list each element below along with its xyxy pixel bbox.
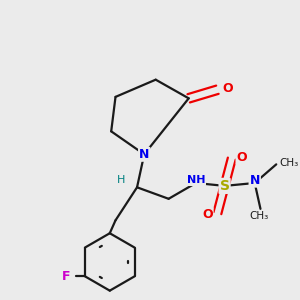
Text: CH₃: CH₃	[249, 211, 269, 221]
Text: O: O	[222, 82, 233, 95]
Text: O: O	[202, 208, 213, 221]
Text: CH₃: CH₃	[279, 158, 298, 168]
Text: O: O	[236, 151, 247, 164]
Text: H: H	[117, 175, 125, 185]
Text: S: S	[220, 179, 230, 193]
Text: F: F	[62, 270, 70, 283]
Text: NH: NH	[187, 175, 205, 185]
Text: N: N	[250, 174, 260, 187]
Text: N: N	[139, 148, 149, 161]
